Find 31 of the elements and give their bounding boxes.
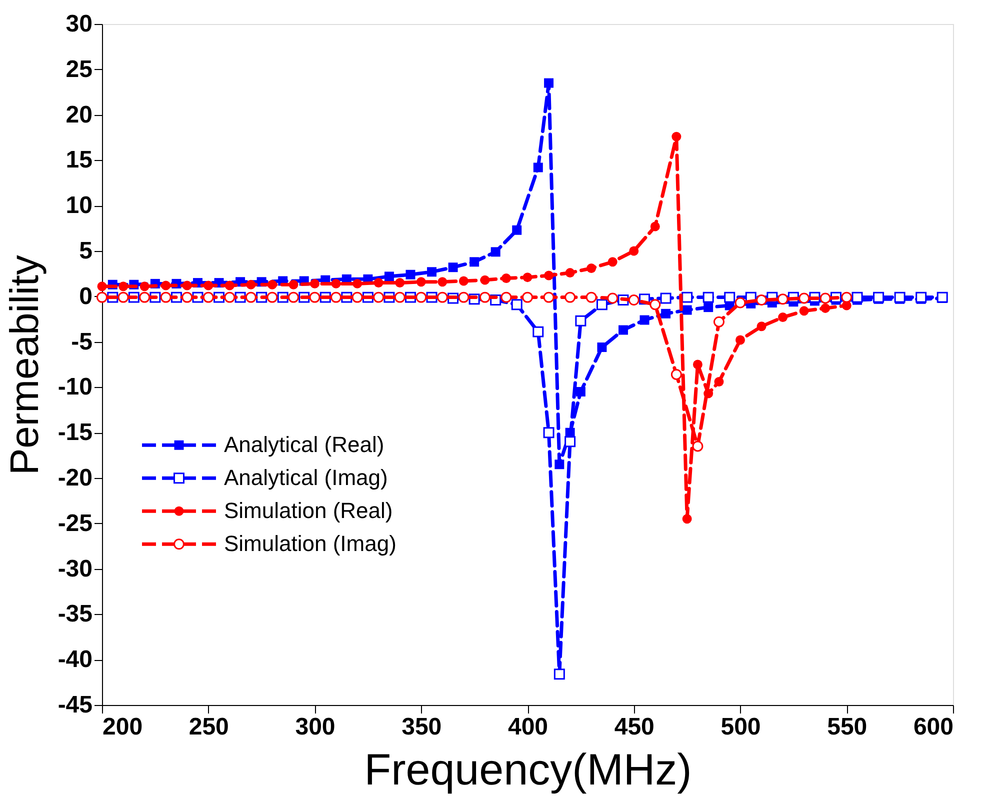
x-tick-label: 400 (508, 714, 548, 740)
y-tick-label: -35 (58, 600, 92, 628)
x-tick-label: 300 (295, 714, 336, 740)
x-tick-label: 250 (188, 714, 229, 740)
y-tick-label: 0 (79, 282, 92, 310)
y-tick-label: -30 (58, 555, 92, 582)
x-tick-label: 600 (913, 714, 954, 740)
y-axis-title: Permeability (2, 254, 47, 476)
legend-label: Simulation (Imag) (224, 531, 396, 556)
y-tick-label: -25 (58, 510, 92, 537)
y-tick-label: -5 (71, 328, 92, 356)
legend-label: Simulation (Real) (224, 498, 393, 524)
legend-label: Analytical (Real) (224, 432, 384, 458)
x-axis-title: Frequency(MHz) (364, 746, 692, 794)
x-tick-label: 550 (827, 714, 868, 740)
y-tick-label: 5 (79, 238, 92, 264)
y-tick-label: 15 (66, 146, 92, 174)
legend-label: Analytical (Imag) (224, 465, 388, 490)
y-tick-label: 30 (66, 10, 92, 38)
y-tick-label: 20 (66, 101, 92, 128)
x-tick-label: 450 (614, 714, 654, 740)
y-tick-label: -10 (58, 374, 92, 401)
y-tick-label: -40 (58, 646, 92, 674)
y-tick-label: 25 (66, 56, 92, 83)
y-tick-label: -15 (58, 419, 92, 446)
x-tick-label: 350 (402, 714, 442, 740)
x-tick-label: 200 (102, 714, 143, 740)
y-tick-label: -20 (58, 464, 92, 492)
y-tick-label: -45 (58, 692, 92, 718)
x-tick-label: 500 (720, 714, 761, 740)
y-tick-label: 10 (66, 192, 92, 220)
